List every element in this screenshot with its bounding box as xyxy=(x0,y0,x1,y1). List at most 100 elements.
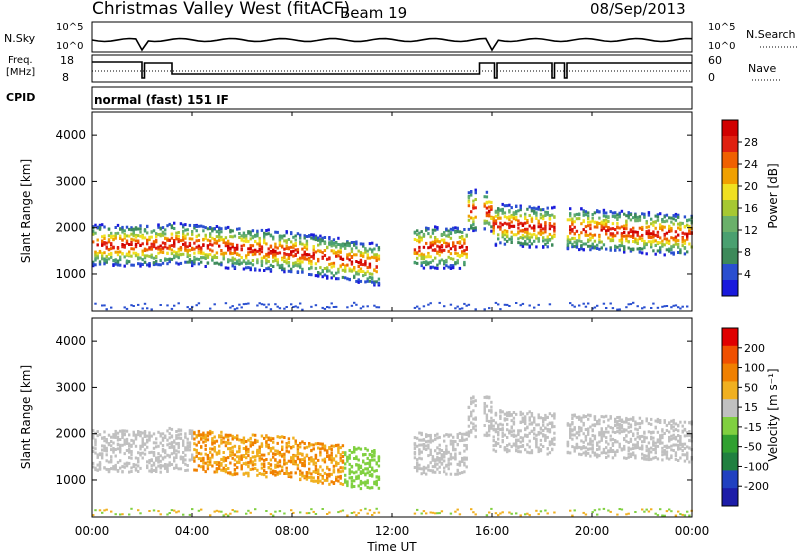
range-cell xyxy=(193,226,196,230)
range-cell xyxy=(348,253,351,257)
range-cell xyxy=(98,467,102,471)
range-cell xyxy=(173,445,176,449)
range-cell xyxy=(510,215,513,219)
range-cell xyxy=(638,235,642,239)
range-cell xyxy=(276,230,279,234)
range-cell xyxy=(573,305,576,308)
range-cell xyxy=(461,235,464,238)
range-cell xyxy=(578,417,581,421)
range-cell xyxy=(184,228,187,232)
range-cell xyxy=(449,452,453,456)
range-cell xyxy=(179,248,183,252)
range-cell xyxy=(332,306,336,308)
range-cell xyxy=(465,248,468,251)
range-cell xyxy=(330,480,333,484)
range-cell xyxy=(204,257,207,260)
range-cell xyxy=(683,252,687,256)
range-cell xyxy=(440,238,444,242)
range-cell xyxy=(413,248,417,252)
range-cell xyxy=(157,247,160,251)
range-cell xyxy=(526,412,529,416)
range-cell xyxy=(348,267,351,271)
range-cell xyxy=(375,253,378,257)
range-cell xyxy=(645,436,648,440)
range-cell xyxy=(152,441,156,445)
y-tick-label: 3000 xyxy=(55,380,86,394)
range-cell xyxy=(137,227,140,231)
range-cell xyxy=(281,454,284,458)
range-cell xyxy=(200,457,203,461)
range-cell xyxy=(593,453,597,457)
range-cell xyxy=(350,479,354,483)
range-cell xyxy=(501,202,504,206)
range-cell xyxy=(215,467,219,471)
range-cell xyxy=(337,446,340,450)
range-cell xyxy=(519,413,522,417)
range-cell xyxy=(139,434,142,438)
range-cell xyxy=(249,230,252,234)
range-cell xyxy=(170,434,174,438)
range-cell xyxy=(663,450,666,454)
range-cell xyxy=(503,231,507,235)
range-cell xyxy=(614,215,617,219)
range-cell xyxy=(353,243,356,247)
range-cell xyxy=(197,464,201,468)
range-cell xyxy=(677,222,680,226)
range-cell xyxy=(254,438,257,442)
range-cell xyxy=(364,467,367,471)
range-cell xyxy=(227,514,230,517)
range-cell xyxy=(456,261,459,265)
range-cell xyxy=(110,235,113,239)
range-cell xyxy=(125,239,129,243)
range-cell xyxy=(494,411,498,415)
range-cell xyxy=(629,423,633,427)
range-cell xyxy=(521,420,525,424)
range-cell xyxy=(548,221,552,225)
range-cell xyxy=(683,420,687,424)
range-cell xyxy=(566,239,570,243)
range-cell xyxy=(537,450,540,454)
range-cell xyxy=(265,306,268,309)
range-cell xyxy=(632,233,635,237)
range-cell xyxy=(519,206,522,210)
range-cell xyxy=(359,466,363,470)
range-cell xyxy=(107,234,111,238)
range-cell xyxy=(458,240,462,244)
range-cell xyxy=(258,458,261,462)
range-cell xyxy=(321,476,324,480)
range-cell xyxy=(584,242,588,246)
range-cell xyxy=(371,486,374,490)
range-cell xyxy=(526,426,529,430)
range-cell xyxy=(366,456,369,460)
range-cell xyxy=(587,432,590,436)
range-cell xyxy=(236,450,239,454)
range-cell xyxy=(132,263,135,267)
range-cell xyxy=(182,513,185,516)
range-cell xyxy=(515,434,518,438)
range-cell xyxy=(535,211,538,215)
range-cell xyxy=(434,256,437,260)
range-cell xyxy=(641,237,644,241)
range-cell xyxy=(492,226,495,230)
range-cell xyxy=(681,424,684,428)
range-cell xyxy=(206,457,210,461)
range-cell xyxy=(584,453,588,457)
range-cell xyxy=(582,423,585,427)
range-cell xyxy=(508,215,511,219)
range-cell xyxy=(292,244,295,248)
range-cell xyxy=(269,268,273,272)
range-cell xyxy=(519,243,522,247)
range-cell xyxy=(337,475,340,479)
range-cell xyxy=(605,440,608,444)
range-cell xyxy=(587,244,590,248)
range-cell xyxy=(143,430,147,433)
range-cell xyxy=(674,443,678,447)
range-cell xyxy=(281,445,284,449)
range-cell xyxy=(661,458,664,462)
range-cell xyxy=(125,234,129,238)
range-cell xyxy=(110,306,113,309)
range-cell xyxy=(463,449,466,453)
range-cell xyxy=(456,442,459,446)
range-cell xyxy=(227,467,230,470)
range-cell xyxy=(299,472,302,476)
